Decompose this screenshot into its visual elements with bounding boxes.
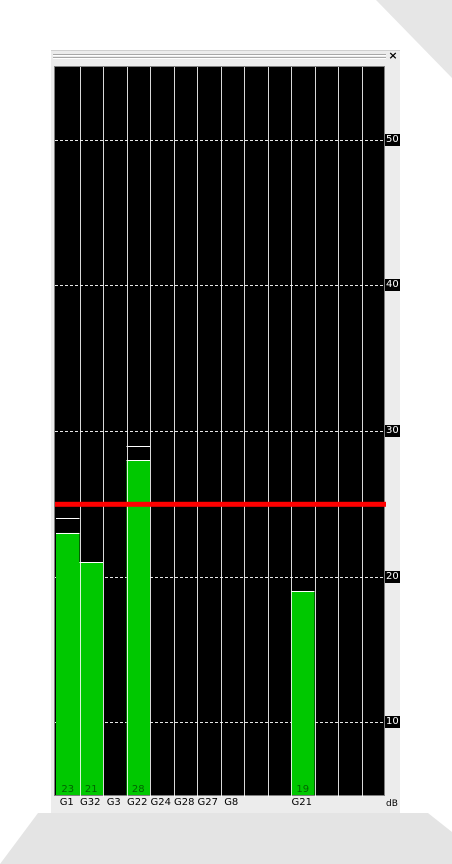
bar-G32: [79, 562, 103, 795]
bar-value-label: 21: [85, 784, 98, 795]
top-right-corner-shadow: [376, 0, 452, 78]
channel-label-row: G1 G32 G3 G22 G24 G28 G27 G8 G21: [54, 796, 400, 810]
y-tick-label: 20: [385, 570, 400, 583]
threshold-line: [55, 501, 386, 507]
channel-label-G24: G24: [150, 797, 171, 808]
bar-value-label: 23: [61, 784, 74, 795]
channel-label-G8: G8: [224, 797, 239, 808]
bar-value-label: 28: [132, 784, 145, 795]
channel-label-G1: G1: [59, 797, 74, 808]
y-tick-label: 10: [385, 716, 400, 729]
plot-area: 23 21 28 19: [54, 66, 386, 797]
bar-G21: [291, 591, 315, 795]
titlebar-grip-highlight: [53, 58, 386, 59]
window-titlebar[interactable]: ×: [51, 49, 400, 64]
channel-label-G22: G22: [127, 797, 148, 808]
y-tick-label: 30: [385, 425, 400, 437]
channel-label-G28: G28: [174, 797, 195, 808]
channel-label-G32: G32: [80, 797, 101, 808]
bar-value-label: 19: [296, 784, 309, 795]
bottom-shadow: [0, 813, 452, 864]
channel-label-G27: G27: [197, 797, 218, 808]
signal-level-chart: 23 21 28 19: [55, 67, 386, 797]
bar-G1: [56, 532, 80, 795]
y-tick-label: 50: [385, 133, 400, 146]
channel-label-G21: G21: [291, 797, 312, 808]
unit-label: dB: [386, 799, 398, 809]
bar-G22: [126, 460, 150, 795]
titlebar-grip-line: [53, 57, 386, 58]
channel-label-G3: G3: [106, 797, 121, 808]
titlebar-grip-highlight: [53, 55, 386, 56]
titlebar-grip-line: [53, 54, 386, 55]
close-icon[interactable]: ×: [388, 49, 398, 62]
y-tick-label: 40: [385, 279, 400, 292]
